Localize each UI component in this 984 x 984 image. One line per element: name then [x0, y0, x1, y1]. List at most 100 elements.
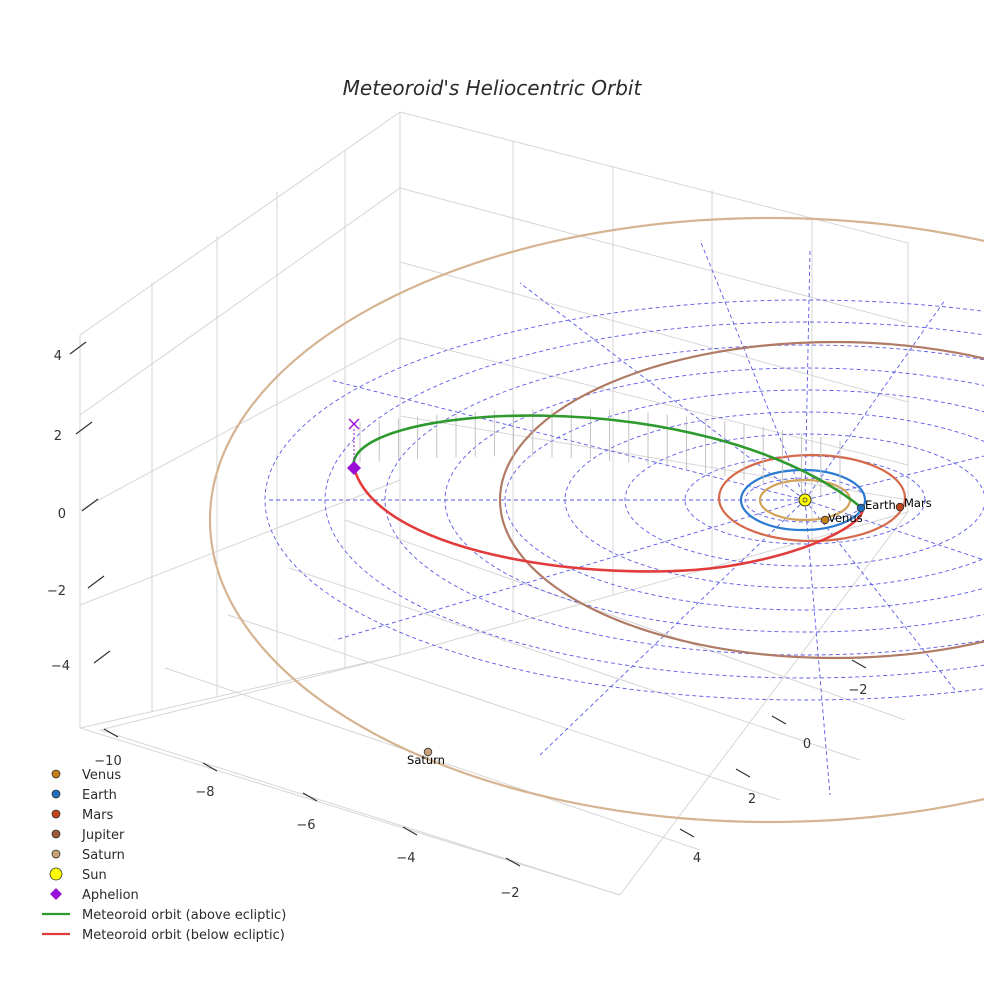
x-tick-label: −4 — [396, 851, 415, 866]
y-tick-label: −2 — [848, 683, 867, 698]
y-tick-label: 2 — [748, 792, 756, 807]
mars-marker — [895, 502, 905, 512]
tick-labels: 4 2 0 −2 −4 −10 −8 −6 −4 −2 −2 0 2 4 — [47, 349, 868, 901]
legend-swatch — [51, 849, 61, 859]
grid-line — [344, 519, 906, 721]
jupiter-orbit — [499, 340, 984, 660]
grid-line — [399, 111, 909, 244]
aphelion-marker — [347, 461, 361, 475]
sun-marker — [798, 493, 812, 507]
grid-line — [399, 511, 909, 656]
legend: Venus Earth Mars Jupiter Saturn Sun Aphelion Me… — [42, 768, 286, 943]
x-tick-label: −8 — [195, 785, 214, 800]
z-tick-label: −2 — [47, 584, 66, 599]
grid-line — [99, 654, 401, 731]
legend-label: Venus — [82, 768, 121, 783]
legend-label: Jupiter — [81, 828, 125, 843]
ecliptic-ray — [804, 499, 984, 561]
grid-line — [79, 727, 621, 896]
y-tick-mark — [735, 768, 751, 778]
x-tick-mark — [402, 826, 418, 836]
x-tick-mark — [302, 792, 318, 802]
drop-lines — [359, 409, 841, 501]
x-tick-label: −10 — [94, 754, 121, 769]
y-tick-mark — [851, 659, 867, 669]
z-tick-label: 2 — [54, 429, 62, 444]
x-tick-mark — [505, 857, 521, 867]
z-tick-label: 4 — [54, 349, 62, 364]
z-tick-label: −4 — [51, 659, 70, 674]
legend-label: Meteoroid orbit (below ecliptic) — [82, 928, 285, 943]
ecliptic-grid — [264, 239, 984, 796]
y-tick-mark — [771, 715, 787, 725]
grid-line — [399, 187, 909, 324]
z-tick-mark — [87, 575, 105, 589]
z-tick-mark — [69, 341, 87, 355]
grid-line — [399, 261, 909, 403]
z-tick-label: 0 — [58, 507, 66, 522]
axis-grid — [69, 111, 909, 896]
saturn-orbit — [209, 216, 984, 824]
legend-swatch — [51, 809, 61, 819]
earth-marker — [856, 503, 866, 513]
aphelion-projection-marker — [348, 418, 360, 430]
venus-marker — [820, 515, 830, 525]
x-tick-label: −2 — [500, 886, 519, 901]
legend-swatch — [51, 769, 61, 779]
ecliptic-ray — [804, 499, 831, 796]
ecliptic-ring — [504, 389, 984, 611]
mars-orbit — [717, 453, 907, 543]
ecliptic-ring — [624, 433, 984, 567]
legend-swatch — [50, 888, 62, 900]
grid-line — [164, 667, 701, 851]
ecliptic-ring — [264, 299, 984, 701]
legend-label: Saturn — [82, 848, 125, 863]
ecliptic-ray — [539, 499, 806, 756]
ecliptic-ray — [334, 499, 806, 641]
legend-label: Earth — [82, 788, 117, 803]
z-tick-mark — [75, 421, 93, 435]
grid-line — [99, 729, 621, 896]
x-tick-mark — [103, 728, 119, 738]
ecliptic-ray — [329, 379, 806, 501]
y-tick-mark — [679, 828, 695, 838]
sun-center-mark — [802, 497, 808, 503]
grid-line — [619, 511, 909, 896]
z-tick-mark — [93, 650, 111, 664]
meteoroid-orbit — [352, 414, 864, 573]
grid-line — [227, 614, 781, 801]
ecliptic-ray — [699, 239, 806, 501]
legend-swatch — [49, 867, 63, 881]
grid-line — [79, 654, 401, 729]
legend-swatch — [51, 789, 61, 799]
venus-label: Venus — [828, 511, 863, 525]
saturn-label: Saturn — [407, 753, 445, 767]
x-tick-label: −6 — [296, 818, 315, 833]
z-tick-mark — [81, 498, 99, 512]
meteoroid-below-path — [352, 467, 864, 573]
legend-swatch — [51, 829, 61, 839]
grid-line — [399, 337, 909, 466]
legend-label: Meteoroid orbit (above ecliptic) — [82, 908, 286, 923]
y-tick-label: 4 — [693, 851, 701, 866]
x-tick-mark — [202, 762, 218, 772]
saturn-marker — [423, 747, 433, 757]
grid-line — [79, 187, 401, 416]
earth-label: Earth — [865, 498, 896, 512]
grid-line — [79, 479, 401, 606]
legend-label: Sun — [82, 868, 107, 883]
legend-label: Aphelion — [82, 888, 139, 903]
ecliptic-ray — [804, 299, 946, 501]
grid-line — [79, 111, 401, 336]
y-tick-label: 0 — [803, 737, 811, 752]
ecliptic-ray — [804, 499, 956, 691]
chart-title: Meteoroid's Heliocentric Orbit — [343, 76, 643, 100]
legend-label: Mars — [82, 808, 114, 823]
meteoroid-above-path — [352, 414, 863, 510]
grid-line — [399, 415, 909, 501]
planet-orbits — [209, 216, 984, 824]
mars-label: Mars — [904, 496, 932, 510]
